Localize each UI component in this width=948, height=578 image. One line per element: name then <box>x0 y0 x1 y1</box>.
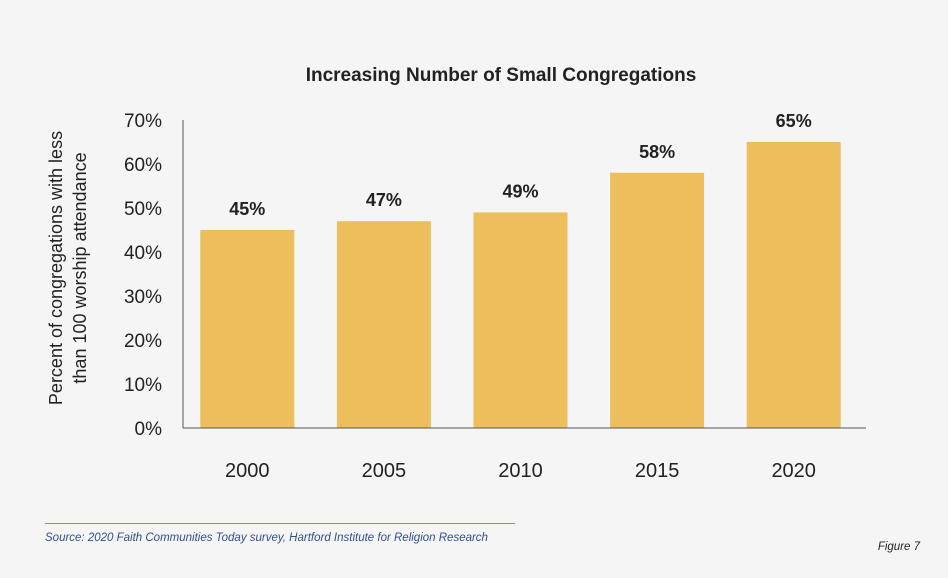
y-axis-label-line-2: than 100 worship attendance <box>70 152 90 383</box>
y-tick-label: 40% <box>124 243 162 264</box>
figure-label: Figure 7 <box>877 541 920 553</box>
x-axis-ticks: 2000 2005 2010 2015 2020 <box>225 460 816 482</box>
data-label-2005: 47% <box>366 190 402 210</box>
chart-title: Increasing Number of Small Congregations <box>306 65 697 86</box>
y-axis-label-line-1: Percent of congregations with less <box>46 131 66 405</box>
x-tick-label-2000: 2000 <box>225 460 270 482</box>
y-axis-ticks: 0% 10% 20% 30% 40% 50% 60% 70% <box>124 111 162 440</box>
bar-2005 <box>336 221 431 428</box>
y-tick-label: 0% <box>135 419 163 440</box>
y-tick-label: 50% <box>124 199 162 220</box>
y-tick-label: 70% <box>124 111 162 132</box>
data-label-2015: 58% <box>639 142 675 162</box>
y-tick-label: 60% <box>124 155 162 176</box>
x-tick-label-2015: 2015 <box>635 460 680 482</box>
y-tick-label: 30% <box>124 287 162 308</box>
data-label-2000: 45% <box>229 199 265 219</box>
data-label-2020: 65% <box>776 111 812 131</box>
bar-2020 <box>746 142 841 428</box>
source-note: Source: 2020 Faith Communities Today sur… <box>45 532 488 544</box>
y-tick-label: 10% <box>124 375 162 396</box>
source-divider <box>45 523 515 524</box>
bar-2010 <box>473 212 568 428</box>
bar-2000 <box>200 230 295 428</box>
x-tick-label-2020: 2020 <box>771 460 816 482</box>
x-tick-label-2005: 2005 <box>362 460 407 482</box>
data-labels: 45% 47% 49% 58% 65% <box>229 111 811 219</box>
x-tick-label-2010: 2010 <box>498 460 543 482</box>
data-label-2010: 49% <box>502 181 538 201</box>
bars <box>200 142 841 428</box>
bar-2015 <box>610 172 705 428</box>
y-tick-label: 20% <box>124 331 162 352</box>
